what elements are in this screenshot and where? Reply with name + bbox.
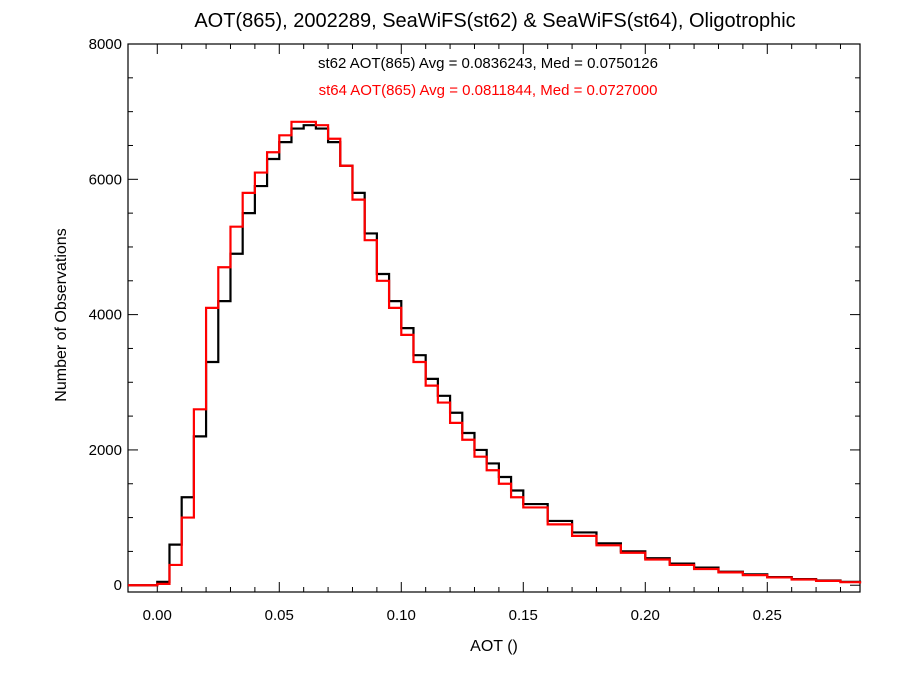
y-tick-label: 6000 bbox=[89, 171, 122, 188]
chart-title: AOT(865), 2002289, SeaWiFS(st62) & SeaWi… bbox=[194, 10, 795, 32]
y-tick-label: 2000 bbox=[89, 442, 122, 459]
x-tick-label: 0.15 bbox=[509, 607, 538, 624]
tick-labels: 0.00 0.05 0.10 0.15 0.20 0.25 0 2000 4000 6000 800… bbox=[89, 36, 782, 624]
x-tick-label: 0.05 bbox=[265, 607, 294, 624]
axis-ticks bbox=[128, 43, 860, 592]
x-tick-label: 0.25 bbox=[753, 607, 782, 624]
x-tick-label: 0.00 bbox=[143, 607, 172, 624]
stats-annotation-st62: st62 AOT(865) Avg = 0.0836243, Med = 0.0… bbox=[318, 55, 658, 72]
stats-annotation-st64: st64 AOT(865) Avg = 0.0811844, Med = 0.0… bbox=[319, 82, 658, 99]
series-line-st64 bbox=[128, 120, 862, 587]
series-line-st62 bbox=[128, 124, 862, 587]
y-tick-label: 0 bbox=[114, 577, 122, 594]
y-tick-label: 4000 bbox=[89, 307, 122, 324]
x-tick-label: 0.10 bbox=[387, 607, 416, 624]
y-tick-label: 8000 bbox=[89, 36, 122, 53]
series-group bbox=[128, 120, 862, 587]
y-axis-title: Number of Observations bbox=[53, 228, 70, 401]
x-axis-title: AOT () bbox=[470, 638, 518, 655]
x-tick-label: 0.20 bbox=[631, 607, 660, 624]
plot-frame bbox=[127, 43, 861, 593]
